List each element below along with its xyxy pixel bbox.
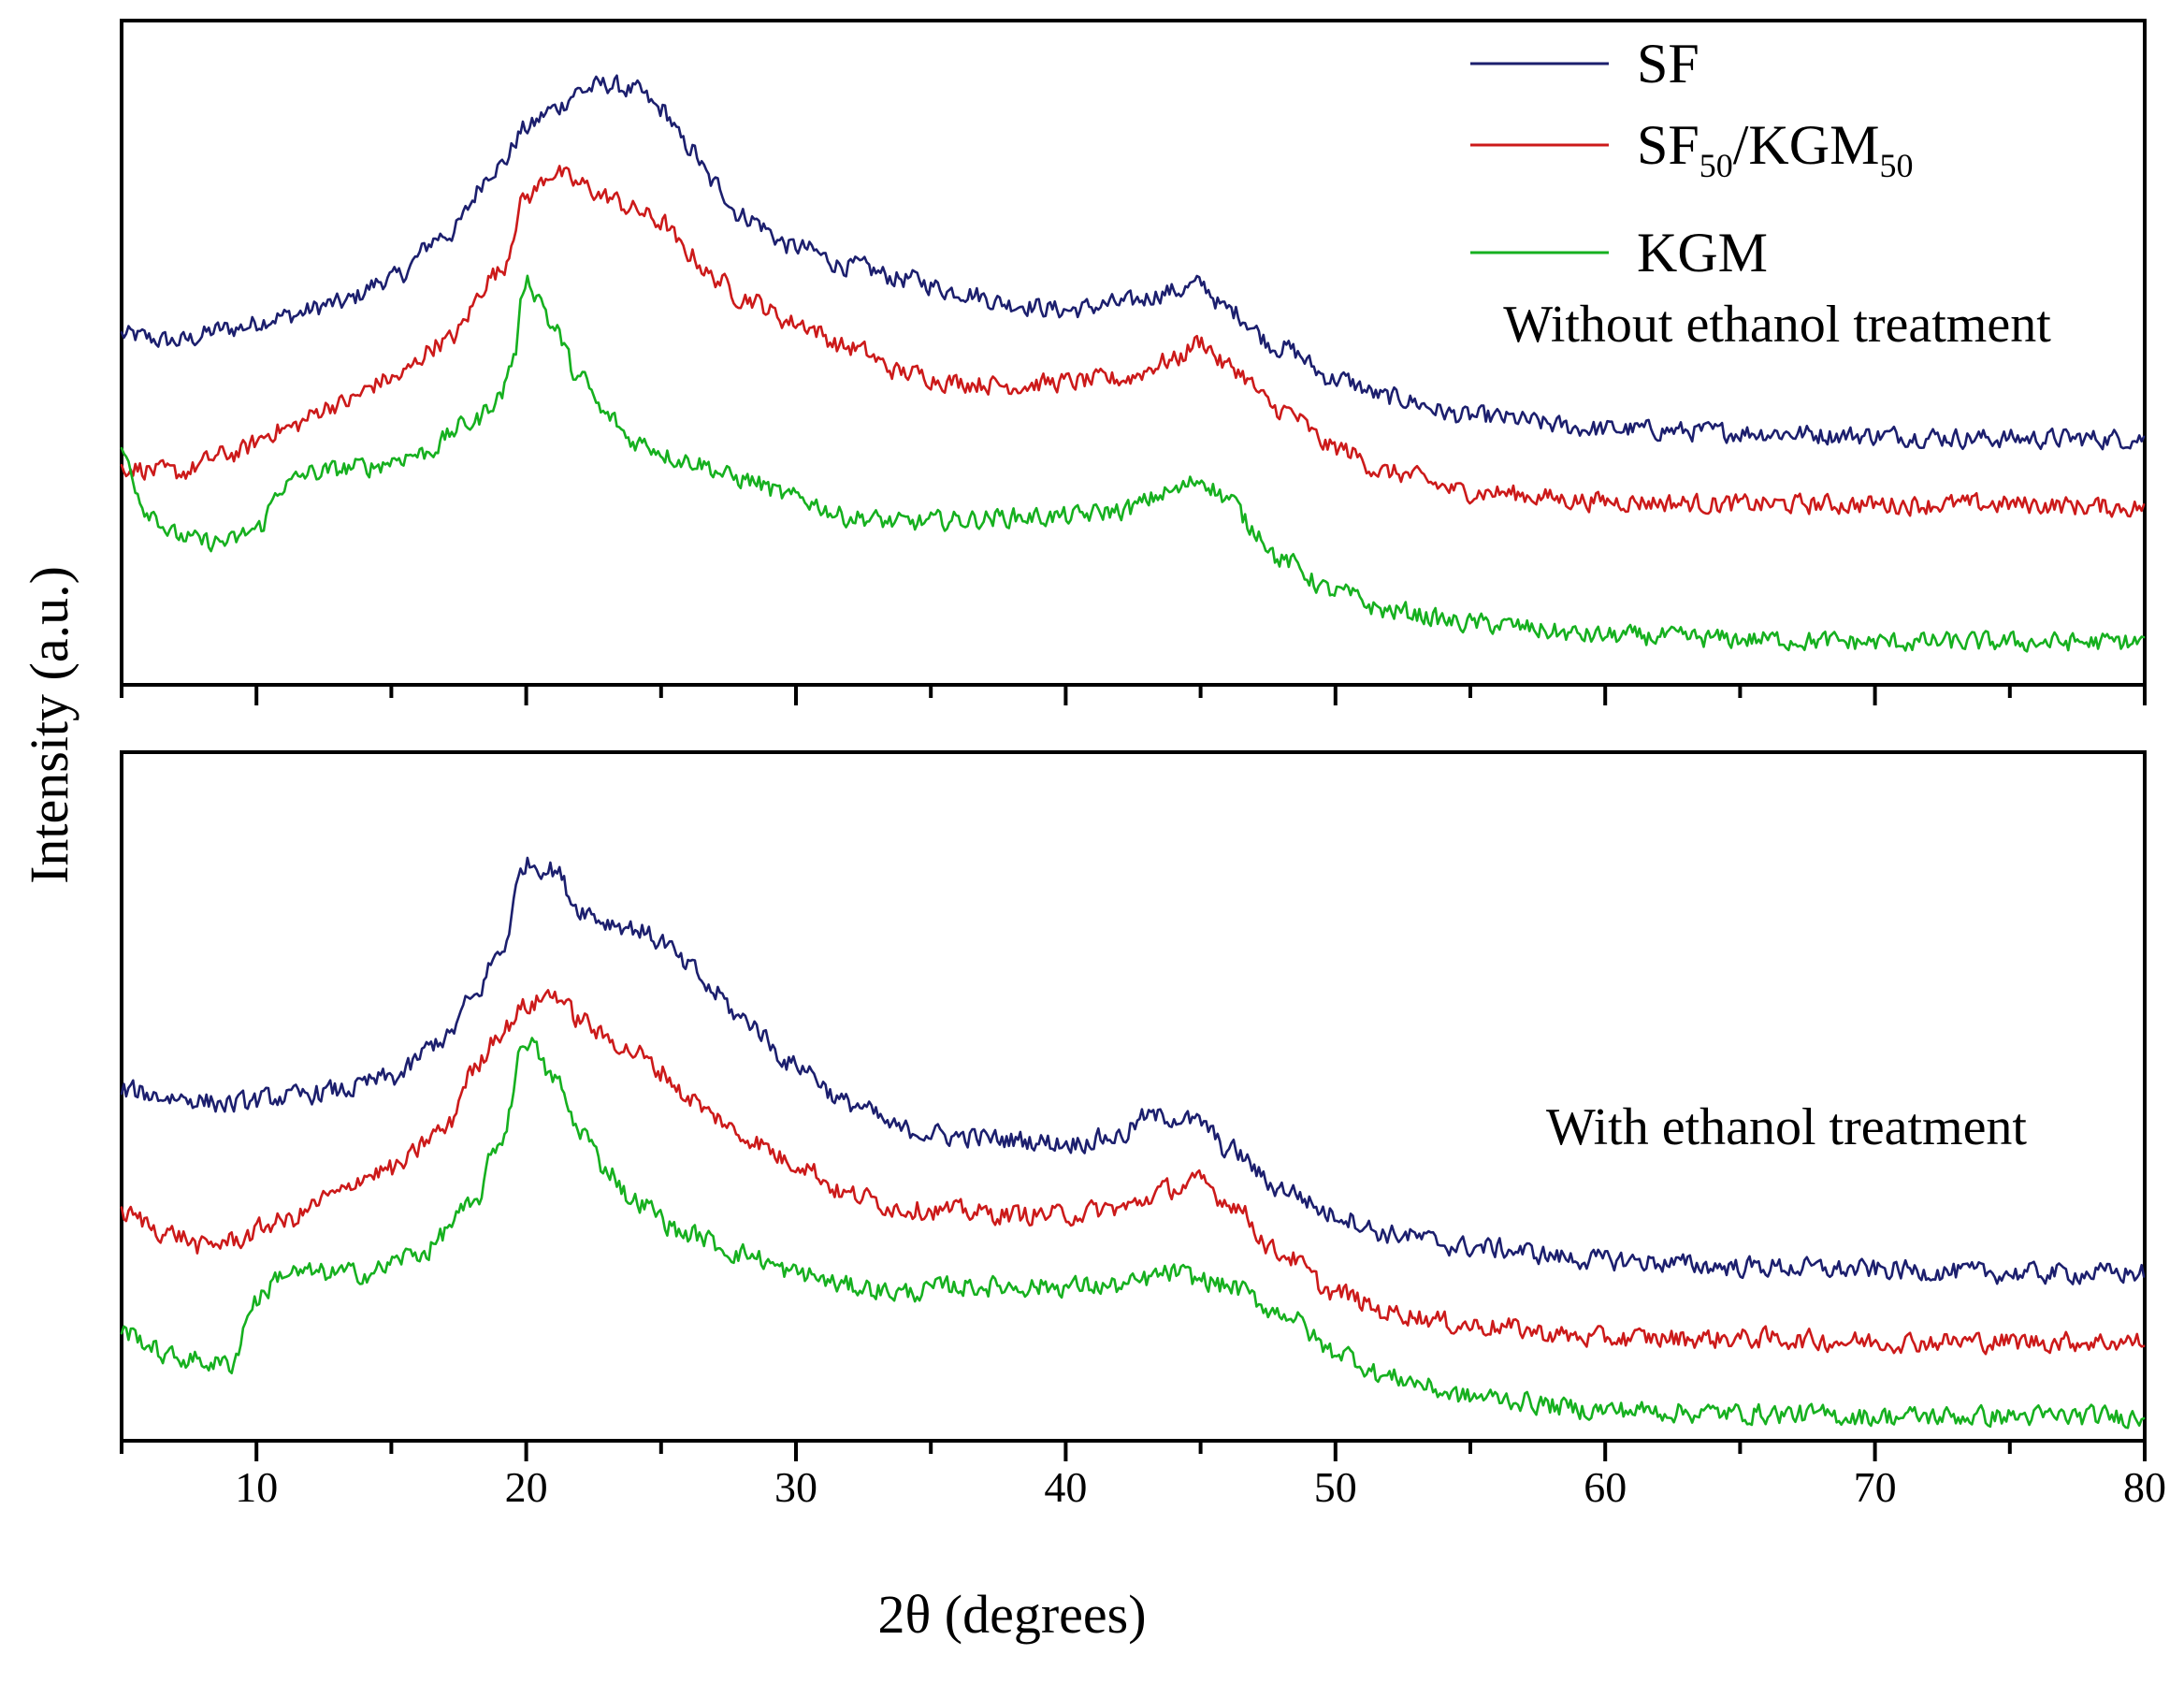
x-tick-label-80: 80 (2123, 1463, 2166, 1511)
series-sf-line (120, 856, 2146, 1285)
x-axis-title: 2θ (degrees) (877, 1584, 1146, 1645)
y-axis-title: Intensity (a.u.) (19, 566, 80, 884)
series-sf-line (120, 74, 2146, 451)
x-tick-label-20: 20 (505, 1463, 548, 1511)
x-tick-label-40: 40 (1044, 1463, 1087, 1511)
legend-label-kgm: KGM (1637, 222, 1768, 283)
legend-label-sf: SF (1637, 33, 1699, 94)
series-sf50-kgm50-line (120, 165, 2146, 518)
series-kgm-line (120, 274, 2146, 653)
panel-without-ethanol: Without ethanol treatment (120, 19, 2147, 705)
panel-annotation: With ethanol treatment (1546, 1098, 2027, 1156)
legend: SF SF50/KGM50 KGM (1470, 33, 1913, 283)
x-tick-label-70: 70 (1854, 1463, 1897, 1511)
legend-label-sf50-kgm50: SF50/KGM50 (1637, 114, 1913, 184)
panel-with-ethanol: With ethanol treatment (120, 750, 2147, 1461)
x-tick-label-60: 60 (1584, 1463, 1627, 1511)
panel-annotation: Without ethanol treatment (1503, 296, 2051, 354)
series-sf50-kgm50-line (120, 989, 2146, 1356)
x-tick-label-50: 50 (1314, 1463, 1357, 1511)
panel-frame (120, 19, 2147, 687)
x-tick-label-30: 30 (774, 1463, 817, 1511)
series-kgm-line (120, 1037, 2146, 1430)
panel-frame (120, 750, 2147, 1443)
x-tick-label-10: 10 (235, 1463, 278, 1511)
